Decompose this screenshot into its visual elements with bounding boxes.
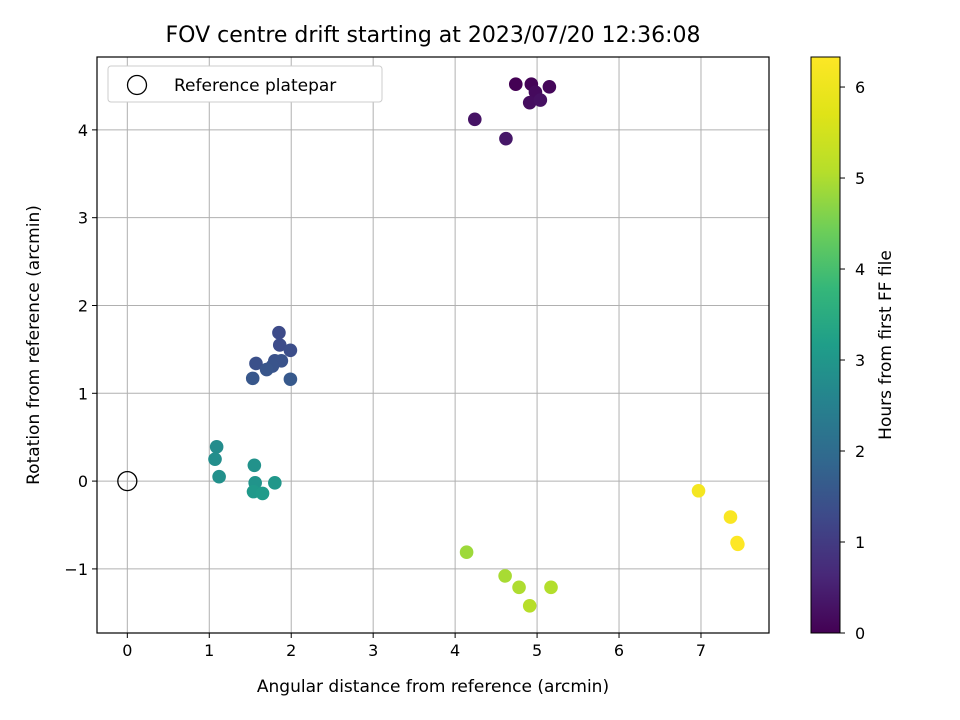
colorbar-tick-label: 2 — [855, 442, 865, 461]
legend-reference-marker — [126, 74, 148, 96]
colorbar-tick-label: 3 — [855, 351, 865, 370]
x-tick-label: 5 — [532, 641, 542, 660]
data-point — [498, 569, 512, 583]
colorbar-ticks: 0 1 2 3 4 5 6 — [840, 78, 865, 643]
data-point — [268, 476, 282, 490]
x-tick-label: 0 — [122, 641, 132, 660]
x-tick-label: 7 — [696, 641, 706, 660]
data-point — [691, 483, 706, 498]
colorbar-tick-label: 4 — [855, 260, 865, 279]
legend: Reference platepar — [107, 65, 383, 103]
data-point — [522, 95, 537, 110]
data-point — [283, 372, 298, 387]
data-point — [467, 112, 482, 127]
colorbar-tick-label: 6 — [855, 78, 865, 97]
y-tick-label: 2 — [78, 296, 88, 315]
data-point — [283, 343, 298, 358]
legend-entry-reference: Reference platepar — [174, 76, 336, 96]
colorbar-label: Hours from first FF file — [876, 250, 896, 440]
x-tick-label: 4 — [450, 641, 460, 660]
y-tick-label: 3 — [78, 209, 88, 228]
data-point — [212, 469, 226, 484]
x-tick-label: 3 — [368, 641, 378, 660]
data-point — [723, 510, 738, 524]
colorbar: 0 1 2 3 4 5 6 Hours from first FF file — [810, 56, 896, 643]
grid — [97, 57, 769, 633]
data-point — [249, 356, 263, 371]
data-point — [542, 80, 557, 94]
legend-box — [107, 65, 383, 103]
colorbar-tick-label: 0 — [855, 624, 865, 643]
data-point — [245, 371, 260, 386]
data-point — [731, 537, 745, 552]
y-tick-label: −1 — [64, 560, 88, 579]
data-point — [247, 458, 262, 473]
data-point — [508, 77, 523, 92]
x-tick-label: 1 — [204, 641, 214, 660]
data-point — [459, 545, 474, 560]
x-tick-label: 6 — [614, 641, 624, 660]
data-point — [272, 338, 287, 352]
data-point — [208, 452, 222, 466]
data-point — [533, 93, 548, 107]
data-point — [512, 580, 526, 595]
data-point — [255, 486, 270, 501]
y-tick-label: 4 — [78, 121, 88, 140]
y-tick-label: 0 — [78, 472, 88, 491]
chart-title: FOV centre drift starting at 2023/07/20 … — [166, 23, 701, 48]
axis-ticks: 0 1 2 3 4 5 6 7 −1 0 1 2 3 4 — [64, 121, 706, 660]
colorbar-tick-label: 1 — [855, 533, 865, 552]
data-point — [522, 598, 537, 613]
data-points — [117, 77, 745, 613]
x-axis-label: Angular distance from reference (arcmin) — [257, 677, 609, 697]
data-point — [499, 131, 513, 146]
y-tick-label: 1 — [78, 384, 88, 403]
colorbar-tick-label: 5 — [855, 169, 865, 188]
x-tick-label: 2 — [286, 641, 296, 660]
data-point — [544, 580, 558, 595]
data-point — [209, 440, 224, 454]
reference-platepar-marker — [117, 470, 138, 492]
y-axis-label: Rotation from reference (arcmin) — [24, 205, 44, 485]
plot-frame — [96, 56, 770, 634]
data-point — [272, 325, 286, 340]
colorbar-gradient — [810, 56, 841, 634]
data-point — [259, 362, 274, 377]
